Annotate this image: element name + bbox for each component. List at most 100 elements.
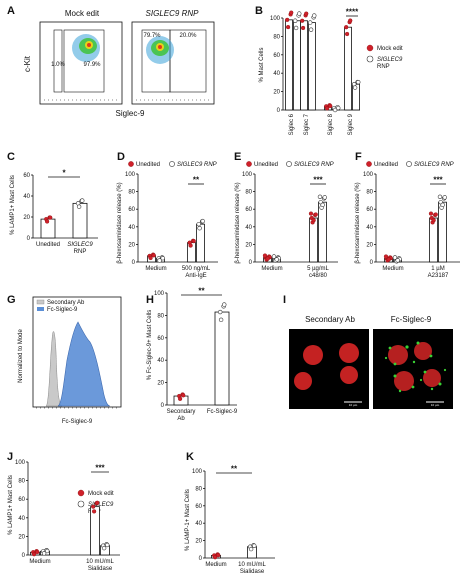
point-k-0-0-3 <box>216 553 221 558</box>
y-tick-label-j-5: 100 <box>15 460 26 466</box>
point-f-1-0-4 <box>431 218 436 223</box>
hist-ylabel: Normalized to Mode <box>18 328 24 382</box>
y-tick-label-c-0: 0 <box>27 236 31 242</box>
gate-rnp-low: 79.7% <box>143 33 161 39</box>
point-e-0-1-4 <box>274 257 279 262</box>
point-j-0-0-3 <box>35 549 40 555</box>
point-d-0-0-2 <box>148 255 153 261</box>
x-tick-label-k-1-line2: Sialidase <box>240 569 265 575</box>
y-tick-label-e-1: 20 <box>245 242 252 248</box>
x-tick-label-e-1-line2: c48/80 <box>309 273 328 279</box>
x-tick-label-f-0: Medium <box>382 266 403 272</box>
y-tick-label-c-3: 60 <box>23 173 30 179</box>
y-tick-label-d-2: 40 <box>128 225 135 231</box>
point-j-1-1-2 <box>101 545 107 551</box>
point-e-1-0-5 <box>308 211 314 216</box>
point-h-1-0-2 <box>218 317 224 323</box>
scale-label-fc: 10 µm <box>431 403 440 407</box>
legend-d-a: Unedited <box>136 162 160 168</box>
y-tick-label-f-5: 100 <box>363 172 374 178</box>
point-e-1-0-3 <box>313 212 318 217</box>
panel-label-b: B <box>255 5 263 17</box>
bar-h-1-0 <box>214 311 230 406</box>
sig-label-f: *** <box>433 176 443 185</box>
ylabel-b: % Mast Cells <box>259 47 265 82</box>
panel-label-d: D <box>117 151 125 163</box>
point-e-0-1-5 <box>271 254 277 259</box>
flow-title-rnp: SIGLEC9 RNP <box>146 9 200 18</box>
panel-label-f: F <box>355 151 362 163</box>
y-tick-label-b-0: 0 <box>277 108 281 114</box>
legend-j-mock-marker <box>77 489 85 497</box>
y-tick-label-b-5: 100 <box>270 16 281 22</box>
y-tick-label-c-1: 20 <box>23 215 30 221</box>
histogram-plot <box>32 296 122 409</box>
x-tick-label-h-1: Fc-Siglec-9 <box>207 409 238 415</box>
sig-label-j: *** <box>95 464 105 473</box>
ylabel-k: % LAMP-1+ Mast Cells <box>185 489 191 551</box>
x-tick-label-d-1: 500 ng/mL <box>182 266 211 272</box>
x-tick-label-k-1: 10 mU/mL <box>238 562 266 568</box>
point-f-0-1-4 <box>395 258 400 263</box>
point-c-1-0-3 <box>80 198 85 203</box>
point-f-1-1-5 <box>437 194 443 200</box>
flow-title-mock: Mock edit <box>65 9 100 18</box>
gate-mock-high: 97.9% <box>83 62 101 68</box>
x-tick-label-h-0-line2: Ab <box>177 416 185 422</box>
microscopy-image-fc <box>373 329 453 409</box>
sig-label-b: **** <box>346 8 359 17</box>
y-tick-label-f-4: 80 <box>366 190 373 196</box>
panel-label-c: C <box>7 151 15 163</box>
y-tick-label-k-1: 20 <box>195 539 202 545</box>
legend-f-a: Unedited <box>374 162 398 168</box>
y-tick-label-j-0: 0 <box>22 553 26 559</box>
x-tick-label-k-0: Medium <box>205 562 226 568</box>
y-tick-label-k-2: 40 <box>195 521 202 527</box>
flow-ylabel: c-Kit <box>23 55 32 72</box>
point-b-0-0-0 <box>285 17 290 22</box>
x-tick-label-f-1-line2: A23187 <box>428 273 449 279</box>
point-j-0-1-3 <box>45 548 50 554</box>
y-tick-label-c-2: 40 <box>23 194 30 200</box>
legend-swatch-secondary <box>36 299 45 305</box>
x-tick-label-b-3: Siglec 9 <box>348 113 354 135</box>
point-d-1-1-0 <box>196 221 201 227</box>
point-d-0-1-3 <box>160 255 165 261</box>
y-tick-label-b-3: 60 <box>273 53 280 59</box>
legend-f: Unedited SIGLEC9 RNP <box>366 161 454 168</box>
point-e-1-0-4 <box>311 218 316 223</box>
y-tick-label-b-1: 20 <box>273 90 280 96</box>
bar-e-1-1 <box>318 201 327 263</box>
point-e-1-1-3 <box>322 195 327 200</box>
bar-f-1-1 <box>438 201 447 263</box>
scale-label-secondary: 10 µm <box>349 403 358 407</box>
legend-j-mock: Mock edit <box>88 491 114 497</box>
point-j-1-0-0 <box>91 504 96 509</box>
bar-f-1-0 <box>429 217 438 263</box>
bar-j-1-0 <box>90 506 100 556</box>
point-c-1-0-2 <box>76 204 82 209</box>
x-tick-label-e-0: Medium <box>261 266 282 272</box>
point-c-0-0-2 <box>44 219 50 224</box>
y-tick-label-h-3: 60 <box>157 336 164 342</box>
point-d-1-0-3 <box>191 238 196 244</box>
y-tick-label-f-2: 40 <box>366 225 373 231</box>
point-h-0-0-3 <box>181 393 186 398</box>
point-f-1-1-3 <box>442 195 447 200</box>
panel-label-i: I <box>283 294 286 306</box>
x-tick-label-b-0: Siglec 6 <box>289 113 295 135</box>
legend-e-b: SIGLEC9 RNP <box>294 162 334 168</box>
sig-label-k: ** <box>231 465 238 474</box>
point-k-1-0-3 <box>252 543 257 548</box>
y-tick-label-e-5: 100 <box>242 172 253 178</box>
ylabel-c: % LAMP1+ Mast Cells <box>10 175 16 235</box>
flow-plot-rnp <box>131 21 215 105</box>
y-tick-label-d-4: 80 <box>128 190 135 196</box>
sig-label-d: ** <box>193 176 200 185</box>
point-k-0-0-2 <box>213 555 218 560</box>
point-j-1-0-2 <box>91 509 97 514</box>
y-tick-label-h-5: 100 <box>154 291 165 297</box>
y-tick-label-h-0: 0 <box>161 403 165 409</box>
micro-title-secondary: Secondary Ab <box>305 315 355 324</box>
y-tick-label-j-4: 80 <box>18 479 25 485</box>
